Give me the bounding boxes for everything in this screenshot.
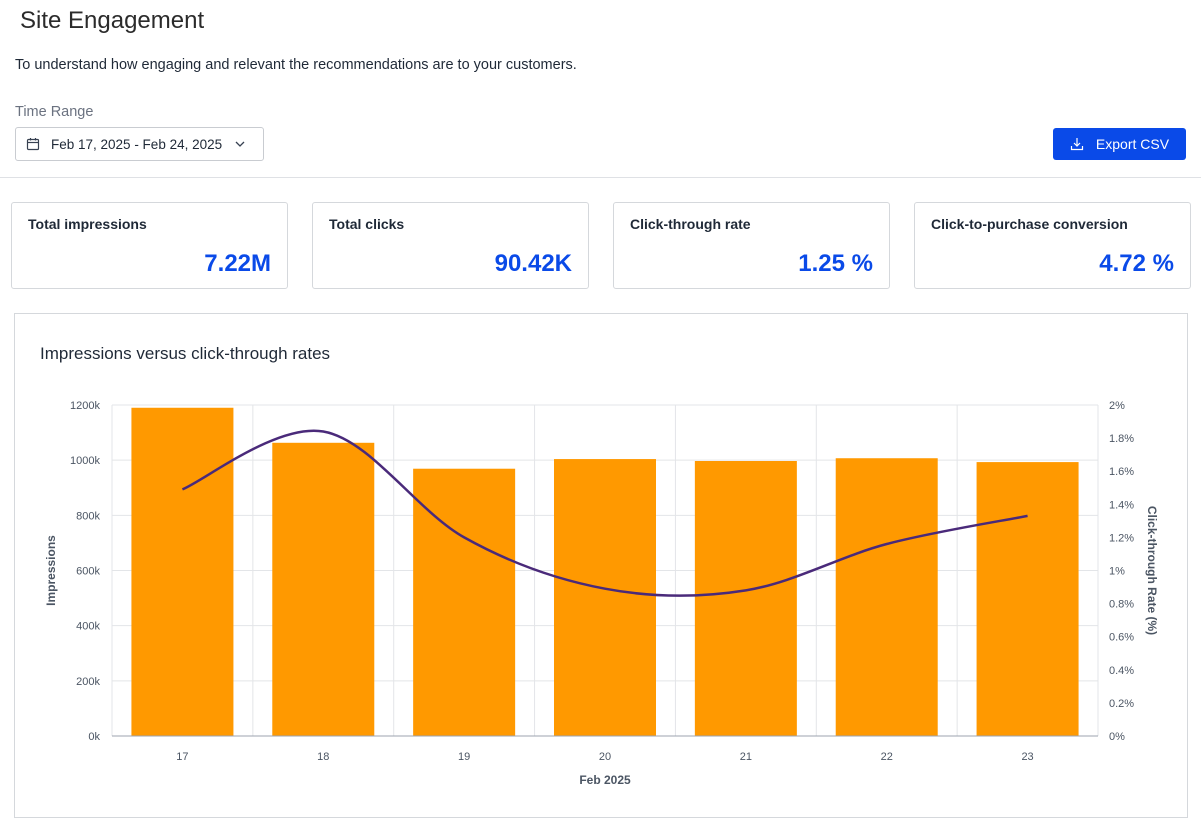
bar bbox=[554, 459, 656, 736]
x-tick-label: 23 bbox=[1021, 751, 1033, 763]
metric-card-total-clicks: Total clicks 90.42K bbox=[312, 202, 589, 289]
y-axis-title: Impressions bbox=[44, 535, 58, 606]
y-tick-label: 600k bbox=[76, 566, 100, 578]
metric-value: 7.22M bbox=[204, 250, 271, 277]
y-tick-label: 1200k bbox=[70, 400, 100, 412]
bar bbox=[835, 458, 938, 736]
y-tick-label: 1000k bbox=[70, 455, 100, 467]
page-title: Site Engagement bbox=[20, 7, 205, 34]
bar bbox=[694, 460, 797, 736]
metric-value: 90.42K bbox=[494, 250, 572, 277]
metric-value: 1.25 % bbox=[798, 250, 873, 277]
chart-title: Impressions versus click-through rates bbox=[40, 344, 331, 363]
date-range-value: Feb 17, 2025 - Feb 24, 2025 bbox=[51, 136, 223, 152]
y2-axis-title: Click-through Rate (%) bbox=[1145, 506, 1159, 635]
metric-label: Click-to-purchase conversion bbox=[931, 216, 1128, 232]
y2-tick-label: 0.8% bbox=[1109, 599, 1134, 611]
y-tick-label: 200k bbox=[76, 676, 100, 688]
chevron-down-icon bbox=[234, 138, 246, 150]
x-tick-label: 17 bbox=[176, 751, 188, 763]
y2-tick-label: 0.2% bbox=[1109, 698, 1134, 710]
bar bbox=[272, 442, 375, 736]
metric-label: Total clicks bbox=[329, 216, 405, 232]
bar bbox=[976, 462, 1079, 736]
x-axis-title: Feb 2025 bbox=[579, 773, 631, 787]
export-csv-button[interactable]: Export CSV bbox=[1053, 128, 1186, 160]
y-tick-label: 0k bbox=[88, 731, 100, 743]
x-tick-label: 19 bbox=[458, 751, 470, 763]
y2-tick-label: 0.6% bbox=[1109, 632, 1134, 644]
metric-label: Total impressions bbox=[28, 216, 147, 232]
y2-tick-label: 1.8% bbox=[1109, 433, 1134, 445]
ctr-line bbox=[181, 429, 1028, 597]
page-description: To understand how engaging and relevant … bbox=[15, 57, 577, 73]
time-range-label: Time Range bbox=[15, 104, 94, 120]
metric-card-click-to-purchase-conversion: Click-to-purchase conversion 4.72 % bbox=[914, 202, 1191, 289]
export-csv-label: Export CSV bbox=[1095, 136, 1170, 152]
chart-panel: Impressions versus click-through rates 0… bbox=[14, 313, 1188, 818]
impressions-ctr-chart: 0k 200k 400k 600k 800k 1000k 1200k 0% 0.2% 0.4% 0.… bbox=[44, 400, 1159, 787]
x-tick-label: 22 bbox=[881, 751, 893, 763]
y2-tick-label: 0.4% bbox=[1109, 665, 1134, 677]
y2-tick-label: 1% bbox=[1109, 566, 1125, 578]
y-tick-label: 800k bbox=[76, 510, 100, 522]
metric-card-total-impressions: Total impressions 7.22M bbox=[11, 202, 288, 289]
metric-card-click-through-rate: Click-through rate 1.25 % bbox=[613, 202, 890, 289]
y2-tick-label: 1.6% bbox=[1109, 466, 1134, 478]
header-divider bbox=[0, 177, 1201, 178]
x-tick-label: 18 bbox=[317, 751, 329, 763]
y2-tick-label: 2% bbox=[1109, 400, 1125, 412]
metric-label: Click-through rate bbox=[630, 216, 751, 232]
y2-tick-label: 0% bbox=[1109, 731, 1125, 743]
x-tick-label: 21 bbox=[740, 751, 752, 763]
x-tick-label: 20 bbox=[599, 751, 611, 763]
download-icon bbox=[1070, 137, 1084, 151]
date-range-picker[interactable]: Feb 17, 2025 - Feb 24, 2025 bbox=[15, 127, 264, 161]
calendar-icon bbox=[26, 137, 40, 151]
y2-tick-label: 1.2% bbox=[1109, 532, 1134, 544]
metric-value: 4.72 % bbox=[1099, 250, 1174, 277]
y-tick-label: 400k bbox=[76, 621, 100, 633]
y2-tick-label: 1.4% bbox=[1109, 499, 1134, 511]
bar bbox=[131, 407, 234, 736]
